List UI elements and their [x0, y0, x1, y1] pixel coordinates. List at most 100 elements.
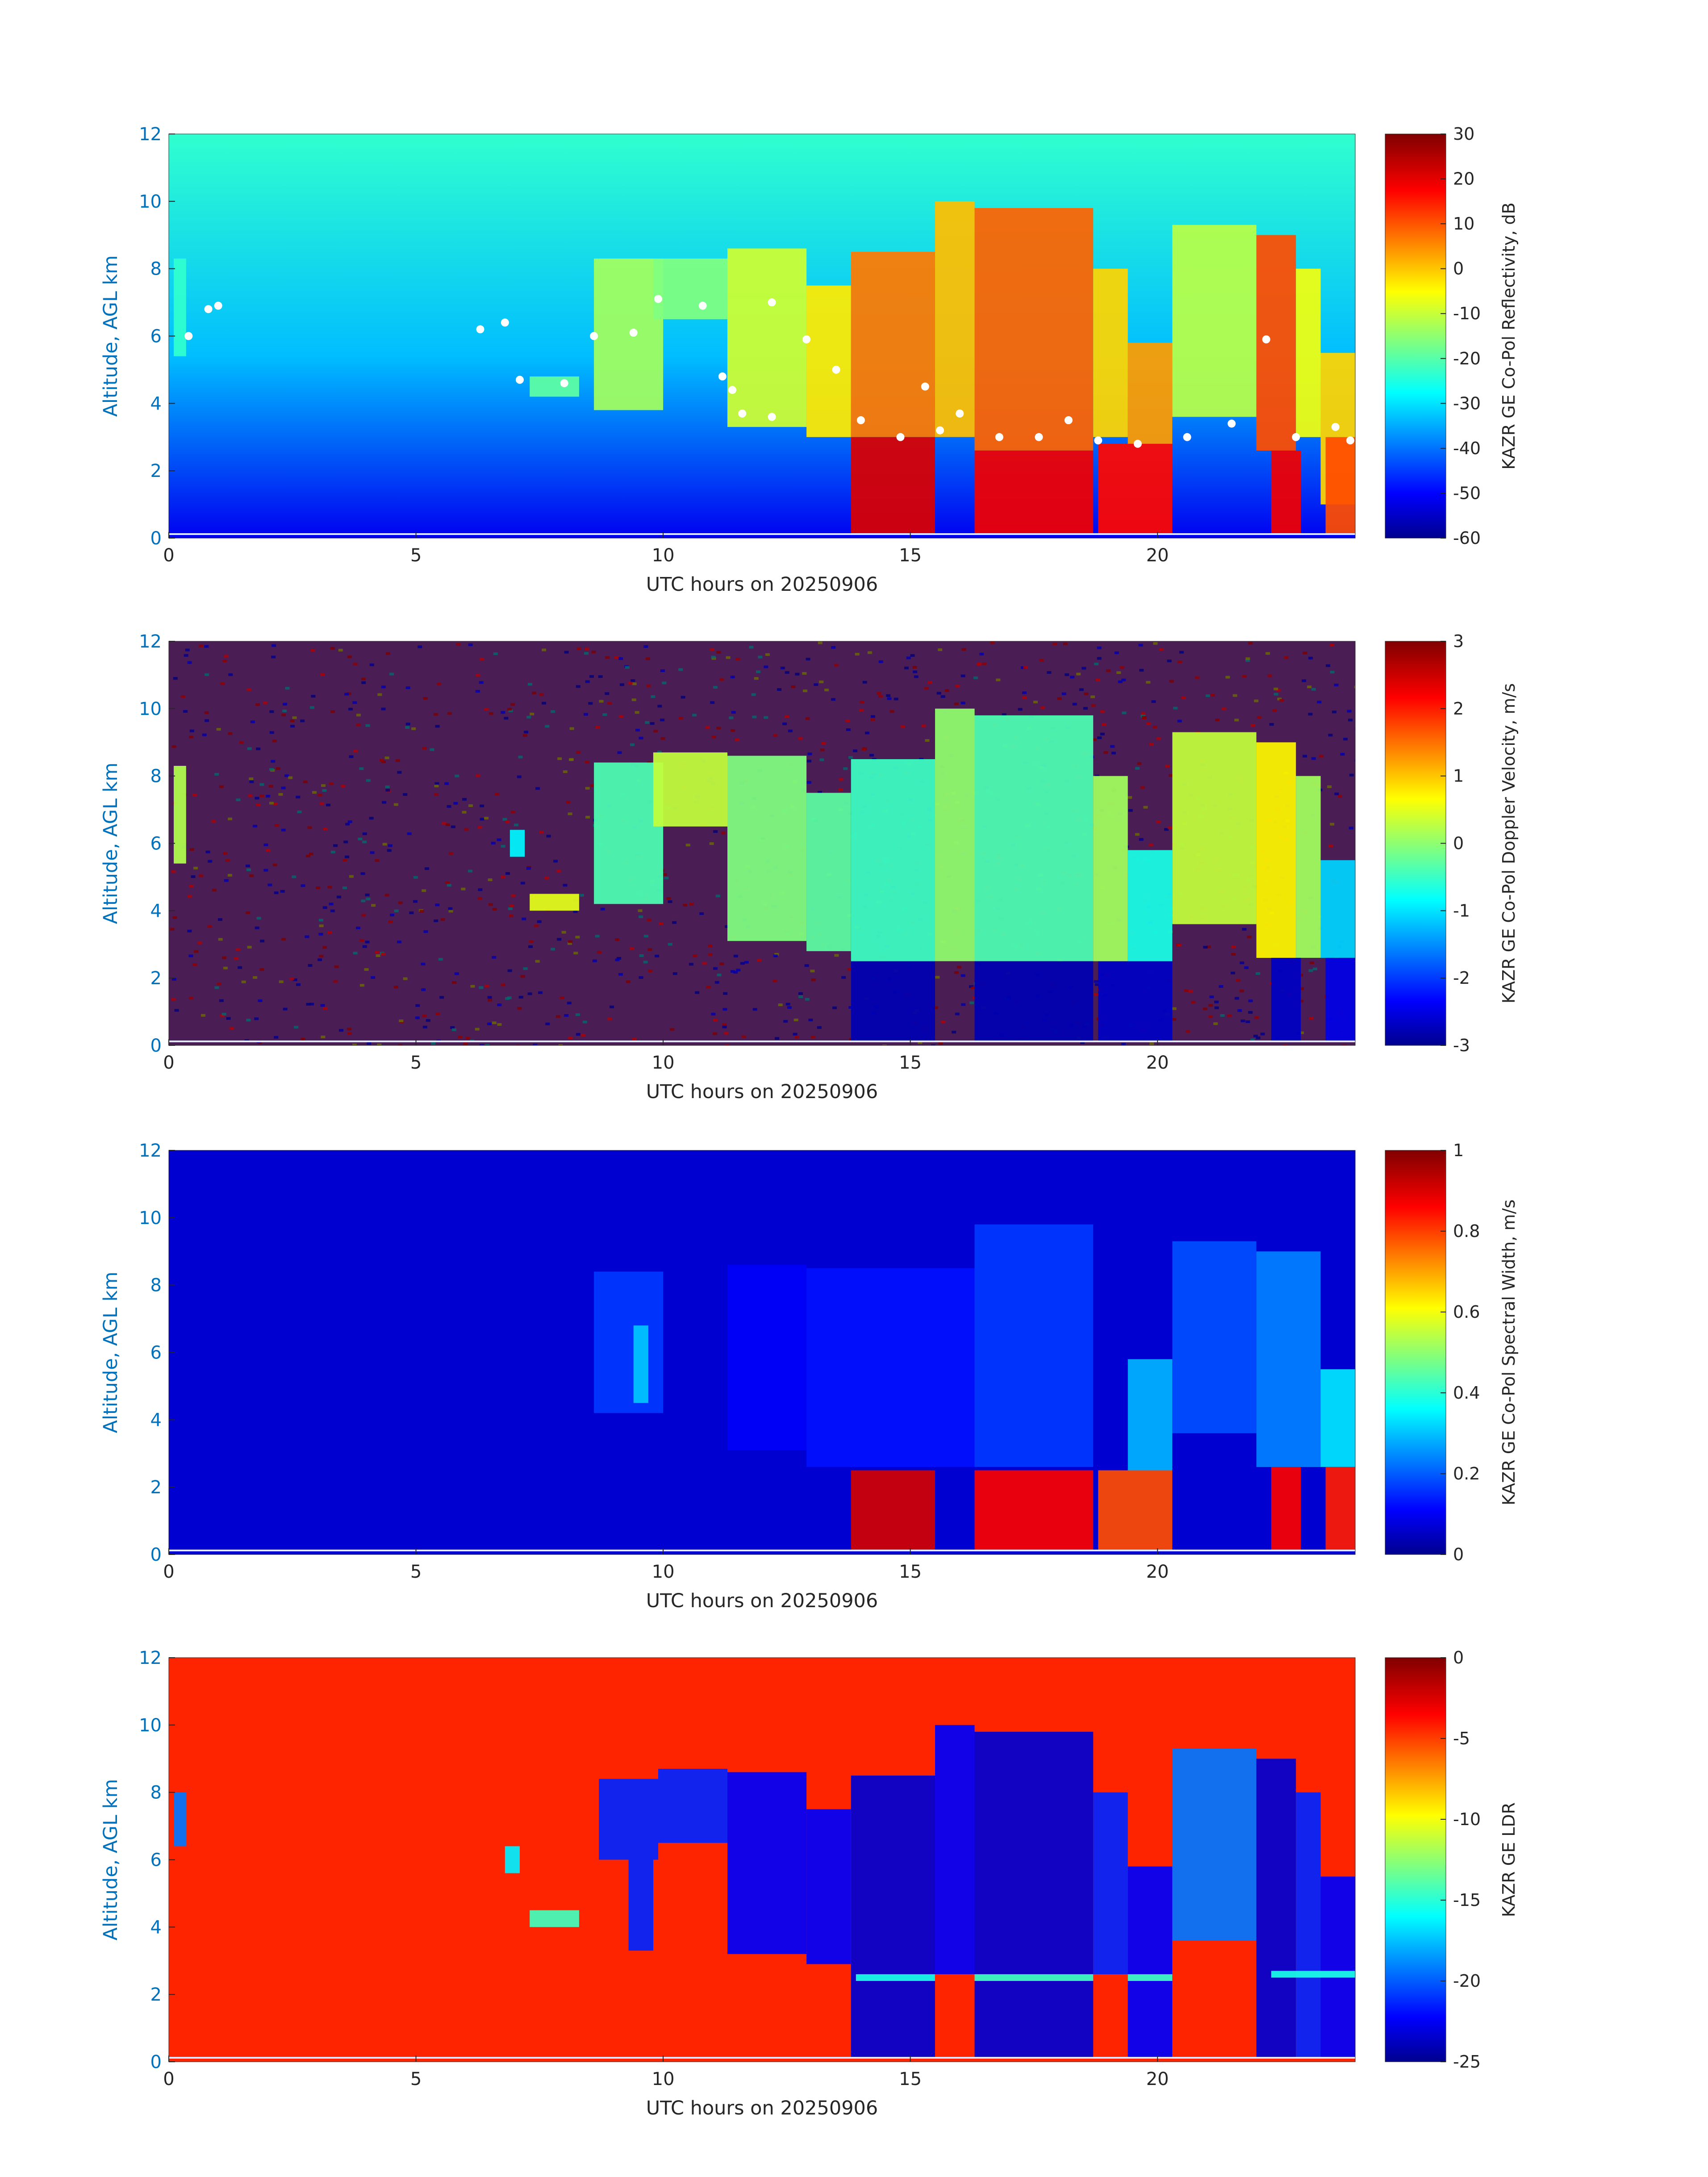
- noise-dot: [798, 992, 803, 995]
- noise-dot: [1274, 687, 1278, 690]
- echo-region: [1325, 437, 1355, 535]
- noise-dot: [824, 689, 829, 692]
- noise-dot: [1317, 701, 1322, 704]
- noise-dot: [944, 689, 949, 692]
- noise-dot: [255, 926, 259, 929]
- noise-dot: [576, 1033, 580, 1036]
- noise-dot: [791, 685, 796, 688]
- echo-region: [974, 1470, 1094, 1551]
- colorbar-tick-label: -50: [1453, 483, 1481, 503]
- noise-dot: [818, 791, 822, 794]
- noise-dot: [647, 919, 651, 921]
- melting-layer-point: [1228, 419, 1236, 428]
- noise-dot: [271, 644, 276, 647]
- noise-dot: [280, 890, 285, 893]
- y-tick-label: 0: [150, 528, 162, 549]
- noise-dot: [576, 751, 581, 754]
- noise-dot: [659, 922, 664, 925]
- noise-dot: [435, 725, 440, 728]
- noise-dot: [585, 815, 590, 819]
- y-tick-label: 2: [150, 461, 162, 481]
- noise-dot: [528, 683, 532, 686]
- colorbar-scale: [1385, 641, 1446, 1046]
- noise-dot: [518, 996, 523, 999]
- noise-dot: [470, 985, 475, 988]
- noise-dot: [535, 787, 540, 790]
- noise-dot: [480, 657, 484, 660]
- echo-region: [727, 1772, 807, 1954]
- noise-dot: [453, 802, 458, 805]
- y-tick-label: 6: [150, 326, 162, 347]
- melting-layer-point: [738, 409, 747, 418]
- noise-dot: [777, 688, 781, 691]
- noise-dot: [259, 794, 264, 798]
- noise-dot: [1181, 696, 1186, 699]
- noise-dot: [630, 947, 635, 950]
- noise-dot: [255, 703, 260, 706]
- noise-dot: [484, 984, 489, 987]
- noise-dot: [585, 760, 590, 764]
- noise-dot: [615, 958, 620, 961]
- noise-dot: [685, 844, 690, 847]
- noise-dot: [664, 877, 669, 880]
- noise-dot: [1254, 699, 1259, 702]
- noise-dot: [744, 961, 749, 964]
- noise-dot: [1253, 1035, 1258, 1037]
- noise-dot: [319, 802, 324, 805]
- y-tick-label: 12: [139, 631, 162, 652]
- echo-region: [1172, 732, 1257, 924]
- noise-dot: [341, 785, 346, 788]
- noise-dot: [900, 725, 905, 728]
- noise-dot: [1172, 1007, 1177, 1010]
- noise-dot: [236, 948, 241, 951]
- noise-dot: [246, 865, 250, 867]
- melting-layer-point: [1035, 433, 1043, 441]
- echo-region: [935, 201, 975, 437]
- noise-dot: [653, 730, 658, 733]
- noise-dot: [221, 1013, 226, 1016]
- noise-dot: [333, 844, 338, 847]
- noise-dot: [711, 1012, 716, 1015]
- noise-dot: [422, 889, 426, 892]
- noise-dot: [846, 728, 851, 731]
- colorbar-tick-label: 0.8: [1453, 1221, 1480, 1241]
- x-axis-label: UTC hours on 20250906: [646, 2097, 878, 2119]
- noise-dot: [1082, 667, 1086, 670]
- noise-dot: [517, 1007, 522, 1010]
- noise-dot: [180, 695, 185, 698]
- noise-dot: [1248, 999, 1253, 1003]
- noise-dot: [205, 850, 210, 853]
- melting-layer-point: [1183, 433, 1191, 441]
- noise-dot: [507, 969, 512, 972]
- noise-dot: [497, 1003, 502, 1007]
- noise-dot: [463, 1042, 468, 1045]
- noise-dot: [584, 713, 588, 716]
- noise-dot: [1169, 680, 1174, 683]
- noise-dot: [249, 874, 254, 877]
- echo-region: [851, 961, 935, 1042]
- noise-dot: [1097, 657, 1102, 660]
- melting-layer-point: [1292, 433, 1300, 441]
- noise-dot: [870, 718, 875, 721]
- noise-dot: [956, 685, 960, 688]
- noise-dot: [735, 657, 740, 660]
- noise-dot: [403, 977, 408, 980]
- noise-dot: [308, 964, 313, 967]
- noise-dot: [877, 692, 881, 695]
- noise-dot: [369, 663, 374, 666]
- noise-dot: [492, 908, 497, 911]
- colorbar-tick-label: 3: [1453, 631, 1464, 651]
- noise-dot: [806, 781, 811, 784]
- melting-layer-point: [590, 332, 598, 340]
- noise-dot: [1135, 767, 1140, 770]
- noise-dot: [253, 824, 258, 827]
- noise-dot: [955, 1012, 960, 1015]
- noise-dot: [204, 711, 209, 714]
- y-tick-label: 8: [150, 766, 162, 787]
- echo-region: [851, 759, 935, 961]
- noise-dot: [492, 1021, 497, 1024]
- noise-dot: [447, 884, 451, 887]
- noise-dot: [681, 696, 685, 699]
- noise-dot: [805, 717, 810, 720]
- noise-dot: [415, 1016, 420, 1020]
